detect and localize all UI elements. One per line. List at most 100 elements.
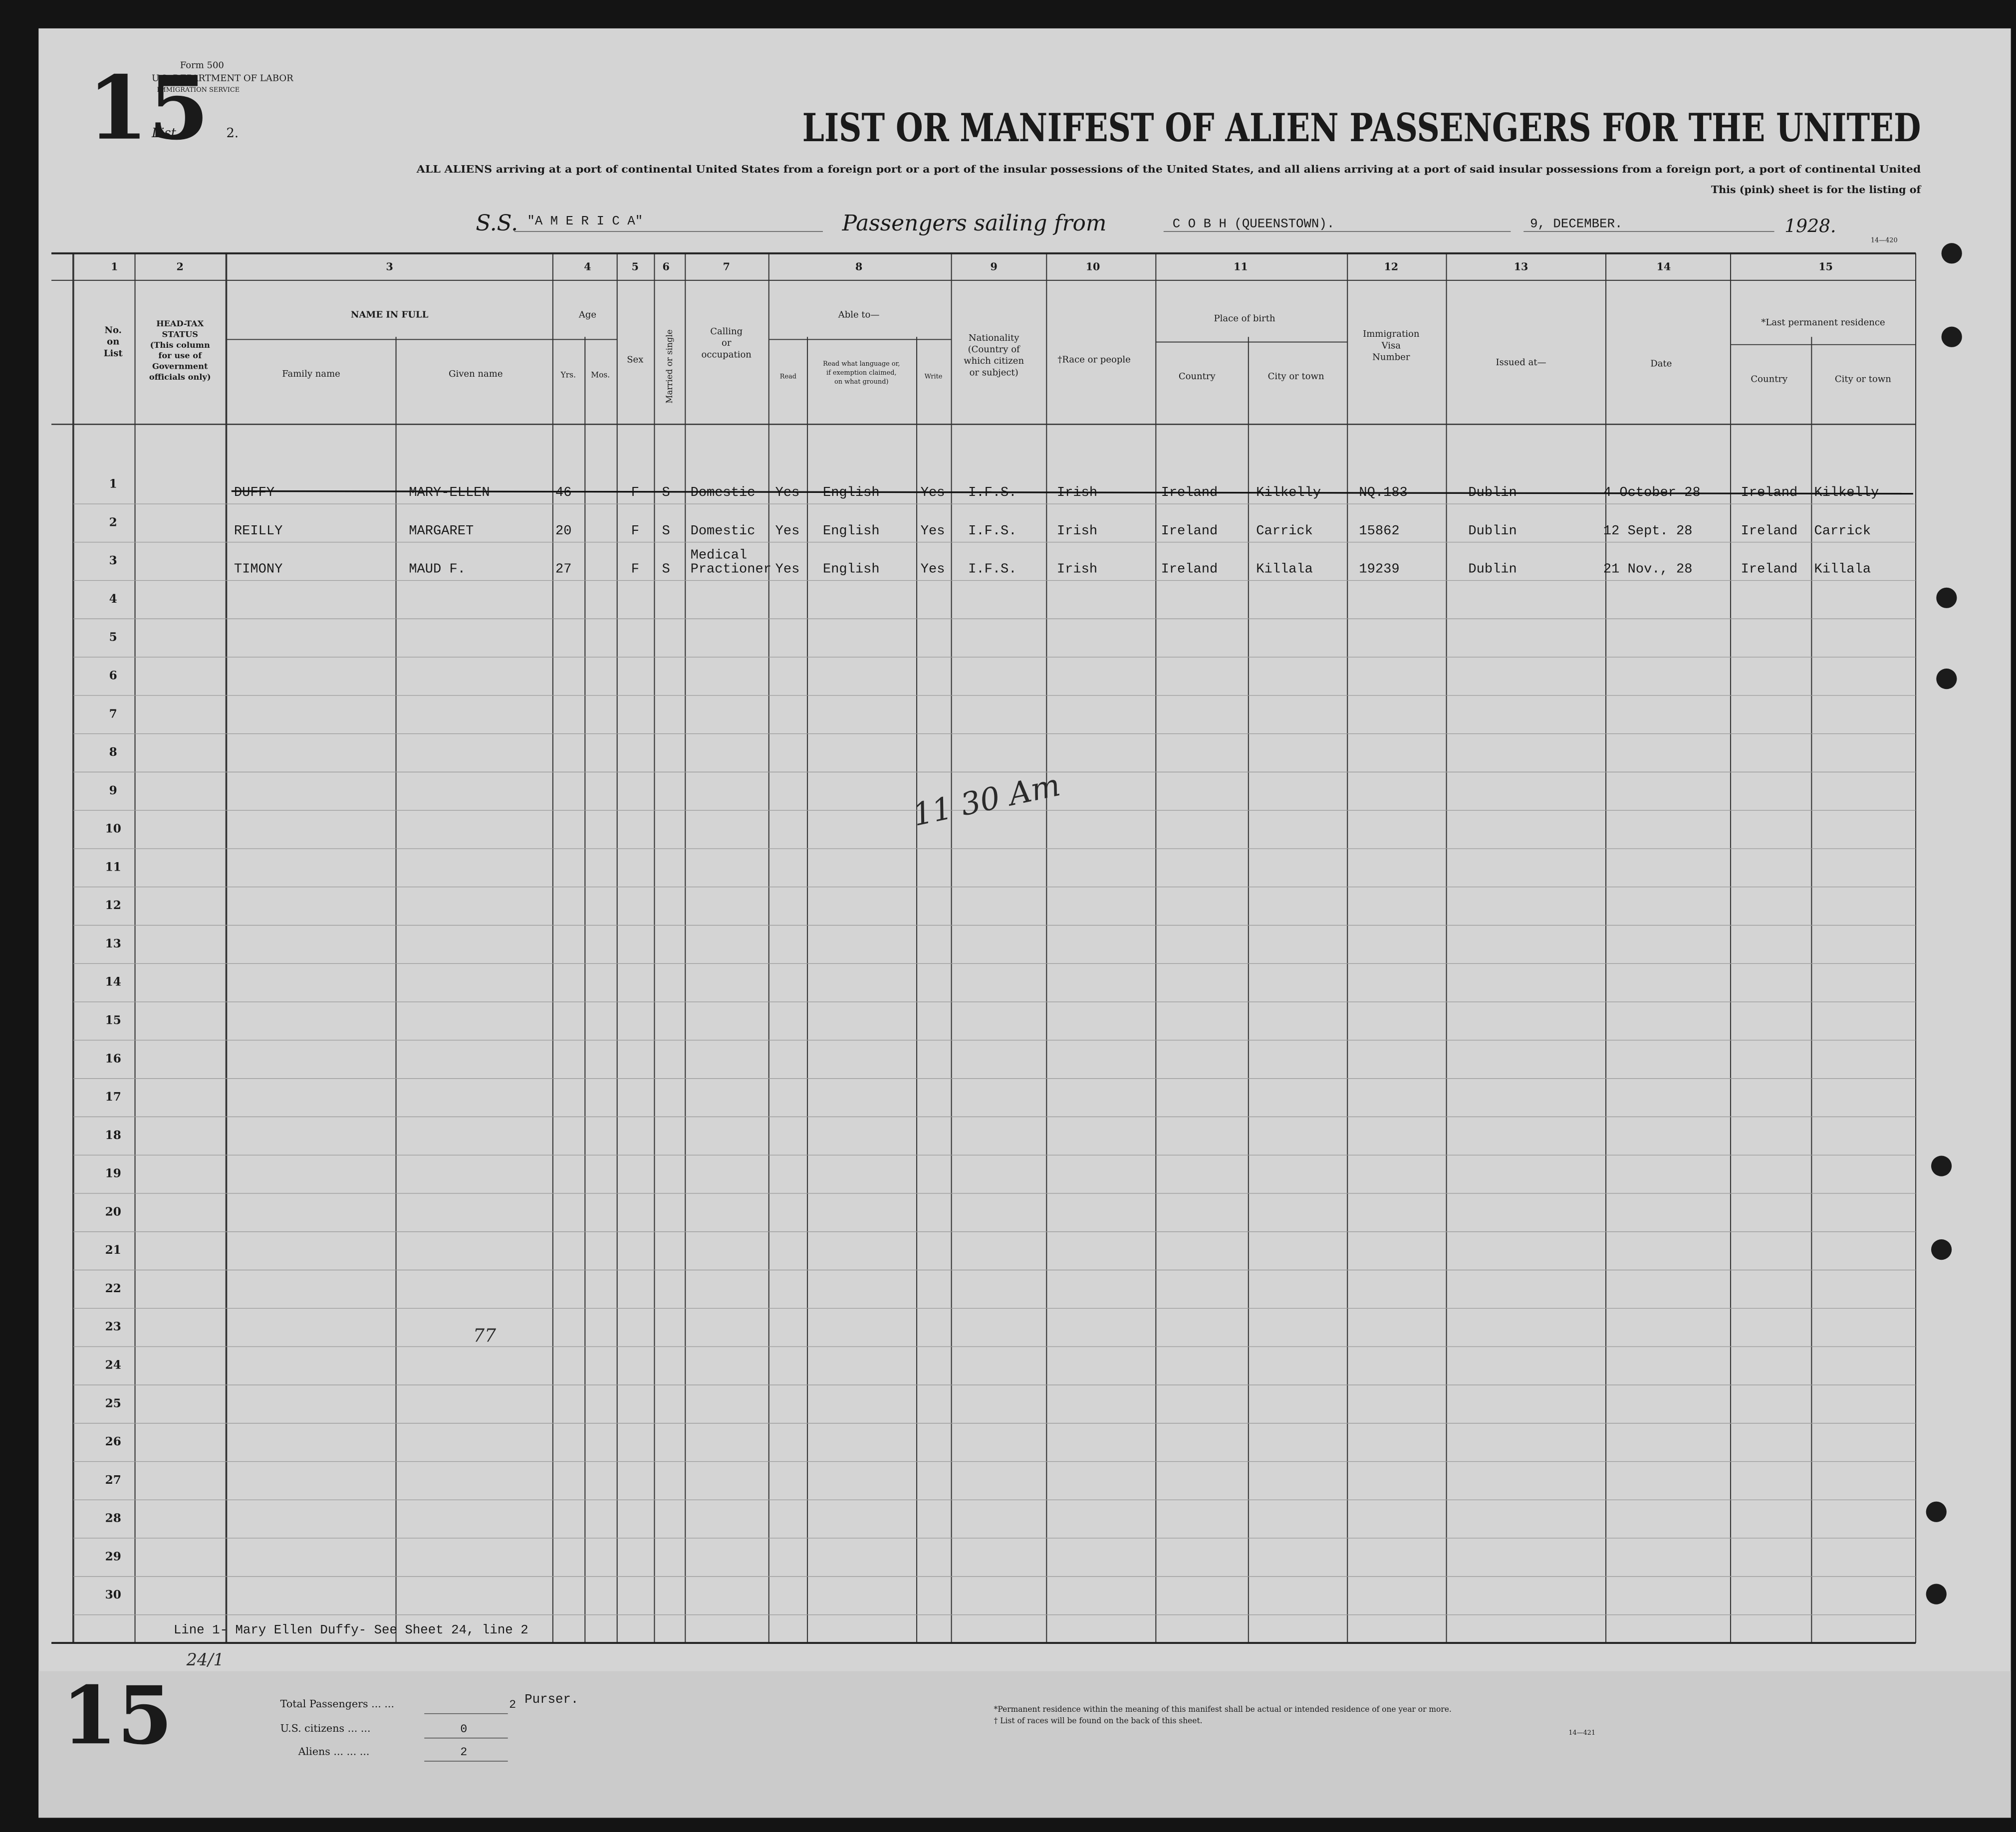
cell: 20 xyxy=(555,523,571,539)
line-number: 18 xyxy=(105,1129,121,1142)
cell: TIMONY xyxy=(234,562,282,577)
cell: MARY-ELLEN xyxy=(409,485,490,500)
footer-form-code: 14—421 xyxy=(1568,1729,1595,1737)
cell: F xyxy=(631,523,639,539)
hole xyxy=(1941,326,1962,347)
cell: Carrick xyxy=(1814,523,1871,539)
column-header: Issued at— xyxy=(1496,357,1546,368)
cell: DUFFY xyxy=(234,485,274,500)
column-number: 8 xyxy=(855,261,862,273)
cell: Practioner xyxy=(691,562,771,577)
manifest-table: 1 2 3 4 5 6 7 8 9 10 11 12 13 14 15No.onListHEAD-TAXST… xyxy=(51,252,1917,1644)
column-number: 13 xyxy=(1514,261,1528,273)
form-code: 14—420 xyxy=(1871,237,1898,244)
cell: MAUD F. xyxy=(409,562,466,577)
department: U.S. DEPARTMENT OF LABOR xyxy=(152,73,293,83)
column-header: HEAD-TAX xyxy=(156,319,204,328)
cell: Carrick xyxy=(1256,523,1313,539)
column-number: 12 xyxy=(1384,261,1398,273)
column-header: City or town xyxy=(1268,371,1324,382)
line-number: 15 xyxy=(105,1014,121,1027)
column-header: officials only) xyxy=(149,372,211,382)
line-number: 27 xyxy=(105,1473,121,1487)
service: IMMIGRATION SERVICE xyxy=(157,86,240,94)
cell: Ireland xyxy=(1161,562,1218,577)
line-number: 3 xyxy=(109,554,117,567)
column-header: Country xyxy=(1751,374,1788,384)
cell: F xyxy=(631,562,639,577)
column-header: Family name xyxy=(282,369,340,379)
line-number: 30 xyxy=(105,1588,121,1602)
cell: F xyxy=(631,485,639,500)
column-header: Place of birth xyxy=(1214,313,1275,324)
column-number: 6 xyxy=(662,261,669,273)
line-number: 6 xyxy=(109,669,117,682)
column-header: Write xyxy=(925,373,943,381)
hole xyxy=(1931,1239,1952,1260)
citizens-label: U.S. citizens ... ... xyxy=(280,1722,371,1734)
citizens: 0 xyxy=(460,1723,467,1736)
footer-page-number: 15 xyxy=(62,1668,173,1762)
cell: 21 Nov., 28 xyxy=(1603,562,1693,577)
cell: REILLY xyxy=(234,523,282,539)
cell: Ireland xyxy=(1741,523,1798,539)
column-header: (Country of xyxy=(968,344,1020,355)
footer-lines xyxy=(424,1713,508,1762)
cell: Ireland xyxy=(1741,562,1798,577)
column-number: 10 xyxy=(1086,261,1100,273)
column-number: 14 xyxy=(1657,261,1671,273)
column-header: †Race or people xyxy=(1057,355,1130,365)
hole xyxy=(1936,587,1957,608)
cell: Yes xyxy=(775,562,800,577)
column-header: NAME IN FULL xyxy=(351,309,429,320)
line-number: 5 xyxy=(109,631,117,644)
line-number: 26 xyxy=(105,1435,121,1448)
ship-prefix: S.S. xyxy=(476,211,518,236)
line-number: 4 xyxy=(109,592,117,606)
column-header: Read what language or, xyxy=(823,360,900,368)
column-header: STATUS xyxy=(162,329,198,339)
line-number: 28 xyxy=(105,1512,121,1525)
line-number: 20 xyxy=(105,1205,121,1218)
footnote-2: † List of races will be found on the bac… xyxy=(994,1716,1203,1725)
column-header: Read xyxy=(780,373,796,381)
cell: Yes xyxy=(921,523,945,539)
cell: English xyxy=(823,562,880,577)
sailing-label: Passengers sailing from xyxy=(842,211,1107,236)
column-header: Yrs. xyxy=(560,371,576,380)
column-number: 11 xyxy=(1234,261,1248,273)
column-header: Married or single xyxy=(664,329,674,404)
cell: S xyxy=(662,485,670,500)
hole xyxy=(1936,669,1957,689)
column-header: Number xyxy=(1372,352,1410,362)
hole xyxy=(1926,1584,1947,1604)
cell: Ireland xyxy=(1161,523,1218,539)
column-header: Calling xyxy=(710,326,743,337)
line-number: 23 xyxy=(105,1320,121,1334)
cell: 15862 xyxy=(1359,523,1399,539)
column-number: 3 xyxy=(386,261,393,273)
line-number: 16 xyxy=(105,1052,121,1065)
column-header: on what ground) xyxy=(834,378,888,386)
line-number: 14 xyxy=(105,975,121,989)
cell: S xyxy=(662,562,670,577)
column-header: occupation xyxy=(702,349,752,360)
paper-footer xyxy=(38,1671,2011,1818)
cell: 46 xyxy=(555,485,571,500)
line-number: 24 xyxy=(105,1359,121,1372)
handwritten-sheet: 24/1 xyxy=(186,1650,224,1669)
page-number: 15 xyxy=(87,57,209,160)
column-number: 1 xyxy=(111,261,118,273)
hole xyxy=(1941,243,1962,264)
total-label: Total Passengers ... ... xyxy=(280,1698,394,1710)
title: LIST OR MANIFEST OF ALIEN PASSENGERS FOR… xyxy=(802,105,1921,151)
column-header: for use of xyxy=(158,351,202,360)
remark: Line 1- Mary Ellen Duffy- See Sheet 24, … xyxy=(174,1623,528,1637)
column-header: (This column xyxy=(150,340,210,350)
punch-holes xyxy=(1926,243,1962,1604)
cell: 19239 xyxy=(1359,562,1399,577)
column-header: Government xyxy=(152,362,208,371)
line-number: 21 xyxy=(105,1243,121,1257)
column-header: Visa xyxy=(1381,340,1401,351)
